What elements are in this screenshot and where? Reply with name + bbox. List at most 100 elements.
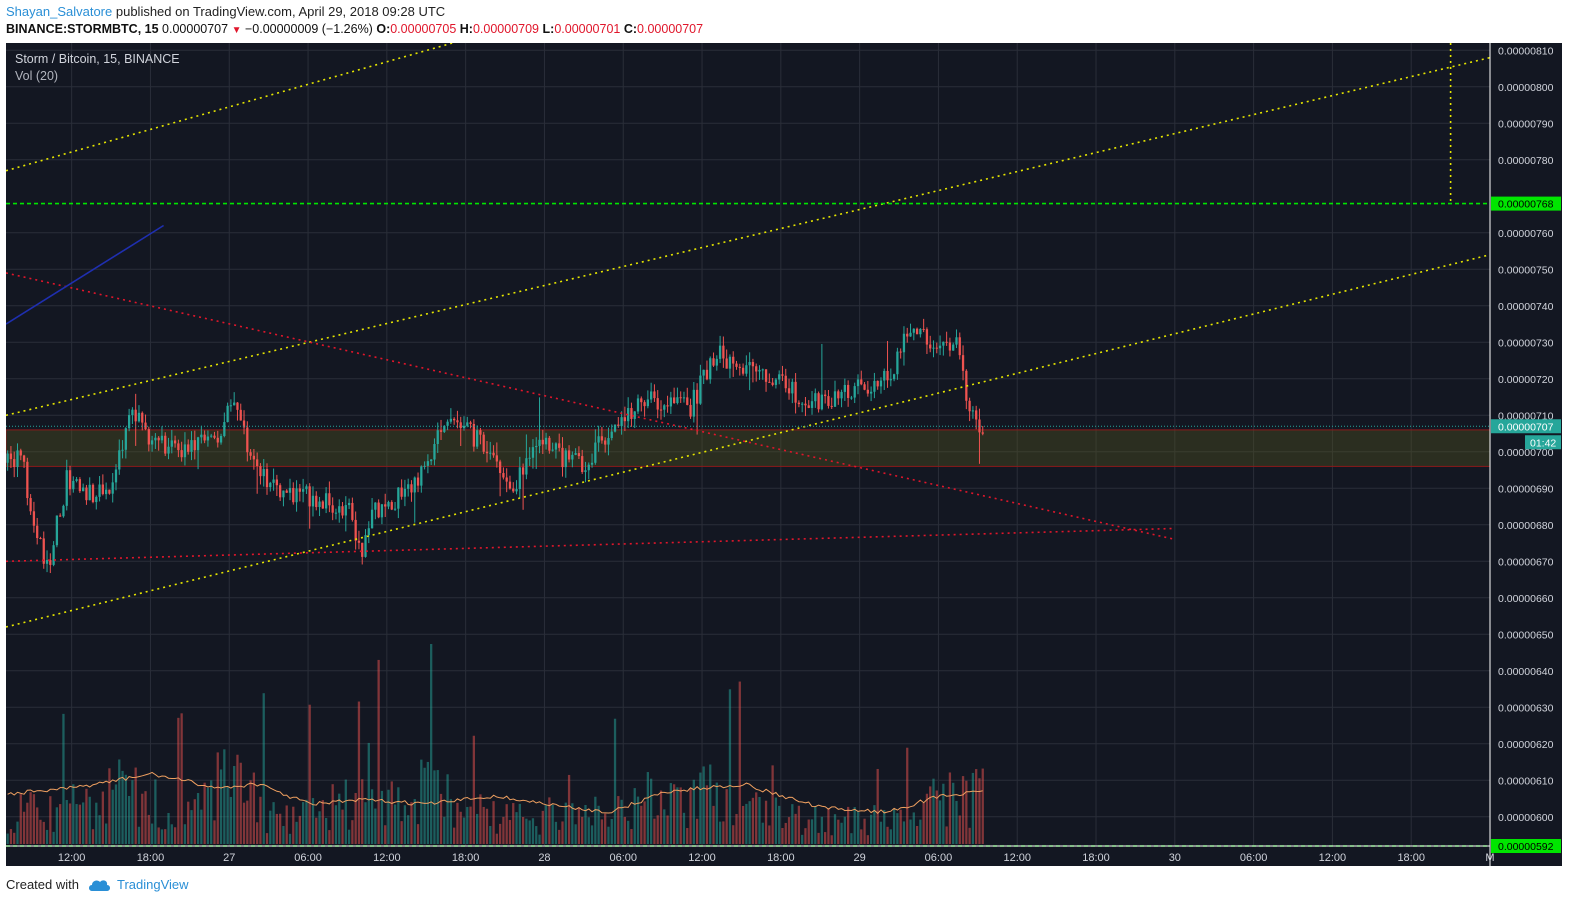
volume-bar — [535, 826, 538, 844]
candle-body — [65, 470, 68, 506]
volume-bar — [393, 804, 397, 844]
volume-bar — [948, 772, 952, 844]
volume-bar — [423, 767, 426, 844]
candle-body — [315, 495, 318, 508]
down-arrow-icon: ▼ — [231, 25, 242, 36]
volume-bar — [889, 829, 892, 844]
candle-body — [173, 440, 177, 444]
candle-body — [229, 405, 233, 407]
candle-body — [42, 538, 45, 564]
volume-bar — [384, 825, 387, 844]
volume-bar — [843, 816, 846, 844]
candle-body — [929, 344, 932, 349]
author-link[interactable]: Shayan_Salvatore — [6, 4, 113, 19]
volume-bar — [36, 807, 39, 844]
volume-bar — [784, 822, 787, 844]
x-tick-label: 18:00 — [137, 852, 165, 864]
volume-bar — [663, 809, 666, 844]
price-chart-svg[interactable]: 0.00000810 0.00000800 0.00000790 0.00000780… — [5, 42, 1562, 866]
volume-bar — [577, 807, 581, 844]
candle-body — [679, 397, 682, 399]
candle-body — [150, 440, 154, 445]
volume-bar — [13, 832, 16, 844]
volume-bar — [574, 824, 577, 844]
candle-body — [544, 437, 548, 445]
candle-body — [219, 435, 223, 443]
candle-body — [459, 422, 462, 429]
candle-body — [892, 374, 896, 380]
y-tick-label: 0.00000730 — [1498, 337, 1554, 349]
candle-body — [413, 477, 416, 493]
candle-body — [902, 333, 906, 353]
candle-body — [249, 452, 252, 456]
candle-body — [502, 473, 505, 478]
volume-bar — [840, 822, 843, 844]
candle-body — [620, 417, 623, 427]
volume-bar — [892, 809, 896, 844]
volume-bar — [387, 789, 390, 844]
candle-body — [101, 484, 104, 495]
chart-area[interactable]: 0.00000810 0.00000800 0.00000790 0.00000780… — [5, 42, 1562, 866]
candle-body — [177, 443, 180, 451]
volume-bar — [758, 796, 761, 844]
volume-bar — [52, 831, 55, 844]
volume-bar — [68, 803, 72, 844]
volume-bar — [975, 769, 978, 844]
volume-bar — [692, 779, 695, 844]
volume-bar — [741, 805, 745, 844]
candle-body — [807, 405, 810, 408]
volume-bar — [764, 800, 768, 844]
candle-body — [613, 424, 617, 432]
candle-body — [781, 374, 784, 376]
candle-body — [741, 367, 745, 374]
candle-body — [695, 389, 699, 404]
volume-bar — [755, 792, 758, 844]
volume-bar — [866, 835, 869, 844]
candle-body — [196, 437, 200, 451]
volume-bar — [279, 813, 282, 844]
candle-body — [705, 369, 709, 380]
volume-bar — [236, 754, 239, 844]
candle-body — [646, 399, 650, 407]
volume-bar — [879, 821, 883, 844]
close-value: 0.00000707 — [637, 22, 704, 36]
candle-body — [45, 560, 49, 564]
tradingview-link[interactable]: TradingView — [116, 877, 189, 892]
volume-bar — [512, 803, 515, 844]
y-tick-label: 0.00000660 — [1498, 593, 1554, 605]
candle-body — [876, 380, 879, 387]
candle-body — [935, 347, 938, 349]
candle-body — [797, 402, 801, 405]
volume-bar — [689, 788, 692, 844]
candle-body — [259, 466, 262, 477]
volume-indicator-label[interactable]: Vol (20) — [15, 69, 58, 83]
volume-bar — [469, 806, 472, 844]
candle-body — [669, 397, 672, 407]
publish-text: published on TradingView.com, April 29, … — [112, 4, 446, 19]
candle-body — [492, 452, 495, 456]
candle-body — [725, 358, 728, 369]
candle-body — [686, 397, 689, 405]
volume-bar — [443, 816, 446, 844]
volume-bar — [453, 827, 456, 844]
volume-bar — [791, 804, 794, 844]
volume-bar — [561, 821, 564, 844]
trendline-descending-resistance — [5, 272, 1175, 541]
candle-body — [764, 369, 768, 382]
volume-bar — [403, 805, 407, 844]
candle-body — [689, 404, 692, 417]
candle-body — [374, 502, 377, 510]
volume-bar — [646, 772, 650, 844]
candle-body — [856, 379, 860, 387]
x-tick-label: 18:00 — [767, 852, 795, 864]
candle-body — [285, 490, 288, 493]
candle-body — [124, 428, 127, 450]
candle-body — [147, 429, 150, 445]
last-price: 0.00000707 — [162, 22, 229, 36]
volume-bar — [787, 817, 791, 844]
price-axis: 0.00000810 0.00000800 0.00000790 0.00000780… — [1489, 43, 1561, 866]
candle-body — [830, 405, 833, 407]
volume-bar — [718, 821, 722, 844]
candle-body — [466, 422, 469, 426]
candle-body — [22, 455, 26, 462]
